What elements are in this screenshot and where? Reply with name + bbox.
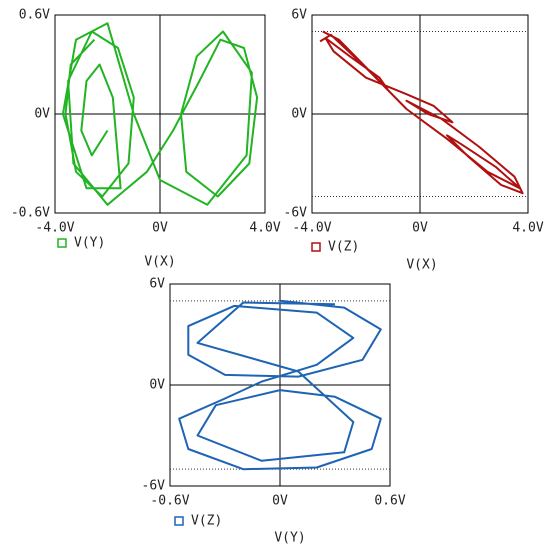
y-tick-label: -6V (284, 206, 308, 221)
y-tick-label: 0.6V (19, 8, 50, 23)
trace (319, 30, 524, 195)
y-tick-label: -6V (142, 479, 166, 494)
legend-swatch (311, 242, 321, 252)
x-tick-label: 4.0V (249, 221, 280, 236)
x-tick-label: 4.0V (512, 221, 543, 236)
legend-label: V(Z) (328, 240, 359, 255)
legend-swatch (174, 516, 184, 526)
y-tick-label: 0V (149, 378, 165, 393)
x-tick-label: 0V (272, 494, 288, 509)
trace (178, 299, 382, 471)
y-tick-label: 0V (34, 107, 50, 122)
x-axis-label: V(X) (144, 255, 175, 270)
x-axis-label: V(Y) (274, 531, 305, 546)
y-tick-label: 6V (291, 8, 307, 23)
trace (61, 22, 259, 206)
x-tick-label: 0.6V (374, 494, 405, 509)
y-tick-label: 6V (149, 277, 165, 292)
legend-swatch (57, 238, 67, 248)
y-tick-label: -0.6V (11, 206, 50, 221)
legend-label: V(Z) (191, 514, 222, 529)
x-tick-label: 0V (152, 221, 168, 236)
legend-label: V(Y) (74, 236, 105, 251)
x-tick-label: -0.6V (150, 494, 189, 509)
x-tick-label: -4.0V (35, 221, 74, 236)
x-tick-label: -4.0V (292, 221, 331, 236)
x-tick-label: 0V (412, 221, 428, 236)
y-tick-label: 0V (291, 107, 307, 122)
x-axis-label: V(X) (406, 258, 437, 273)
